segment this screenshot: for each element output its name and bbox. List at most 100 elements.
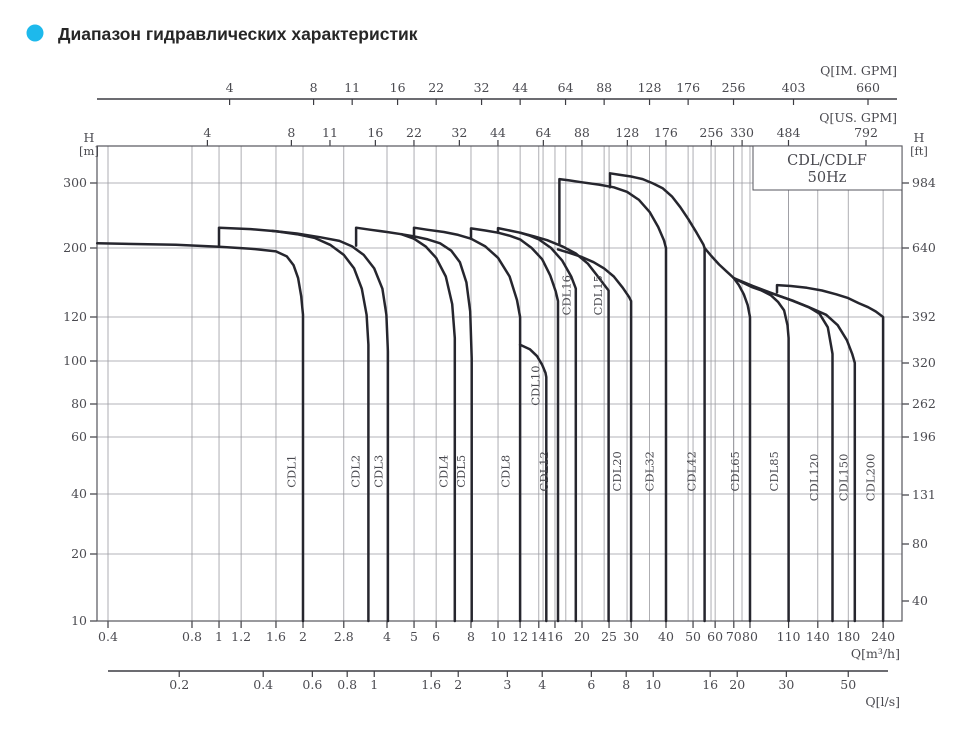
- ls-tick-label: 8: [622, 677, 630, 692]
- m3h-tick-label: 14: [531, 629, 547, 644]
- im-gpm-tick-label: 660: [856, 80, 880, 95]
- head-m-tick-label: 40: [71, 486, 87, 501]
- us-gpm-tick-label: 4: [203, 125, 211, 140]
- plot-frame: [96, 145, 903, 622]
- legend-line2: 50Hz: [808, 170, 847, 186]
- m3h-tick-label: 12: [512, 629, 528, 644]
- pump-label-CDL120: CDL120: [807, 454, 821, 502]
- pump-curve-CDL8: [412, 226, 522, 623]
- ls-tick-label: 1: [370, 677, 378, 692]
- us-gpm-tick-label: 64: [535, 125, 551, 140]
- us-gpm-tick-label: 88: [574, 125, 590, 140]
- m3h-tick-label: 4: [383, 629, 391, 644]
- us-gpm-tick-label: 484: [777, 125, 801, 140]
- us-gpm-tick-label: 22: [406, 125, 422, 140]
- m3h-tick-label: 8: [467, 629, 475, 644]
- head-ft-tick-label: 196: [912, 429, 936, 444]
- pump-curve-CDL200: [775, 283, 885, 623]
- us-gpm-tick-label: 792: [854, 125, 878, 140]
- header-svg: Диапазон гидравлических характеристик: [26, 24, 418, 44]
- ls-tick-label: 0.4: [253, 677, 273, 692]
- m3h-tick-label: 1: [215, 629, 223, 644]
- head-ft-tick-label: 262: [912, 396, 936, 411]
- ls-tick-label: 1.6: [421, 677, 441, 692]
- pump-label-CDL4: CDL4: [437, 455, 451, 488]
- im-gpm-tick-label: 128: [638, 80, 662, 95]
- m3h-tick-label: 180: [836, 629, 860, 644]
- m3h-tick-label: 5: [410, 629, 418, 644]
- pump-label-CDL3: CDL3: [371, 455, 385, 488]
- im-gpm-tick-label: 64: [558, 80, 574, 95]
- im-gpm-tick-label: 4: [226, 80, 234, 95]
- m3h-tick-label: 16: [547, 629, 563, 644]
- m3h-tick-label: 0.8: [182, 629, 202, 644]
- pump-label-CDL16: CDL16: [560, 275, 574, 315]
- legend-box: CDL/CDLF 50Hz: [752, 145, 903, 191]
- us-gpm-tick-label: 11: [322, 125, 338, 140]
- m3h-tick-label: 0.4: [98, 629, 118, 644]
- pump-label-CDL42: CDL42: [684, 451, 698, 491]
- pump-label-CDL15: CDL15: [591, 275, 605, 315]
- ls-tick-label: 50: [840, 677, 856, 692]
- pump-label-CDL200: CDL200: [864, 454, 878, 502]
- im-gpm-tick-label: 44: [512, 80, 528, 95]
- us-gpm-tick-label: 330: [730, 125, 754, 140]
- head-m-tick-label: 20: [71, 546, 87, 561]
- ls-tick-label: 4: [538, 677, 546, 692]
- pump-curve-CDL16: [496, 226, 578, 623]
- im-gpm-tick-label: 88: [596, 80, 612, 95]
- m3h-tick-label: 140: [806, 629, 830, 644]
- us-gpm-axis-caption: Q[US. GPM]: [819, 110, 897, 125]
- im-gpm-tick-label: 256: [722, 80, 746, 95]
- page-title: Диапазон гидравлических характеристик: [58, 24, 418, 44]
- head-ft-tick-label: 40: [912, 593, 928, 608]
- left-head-axis-caption: H: [84, 130, 95, 145]
- us-gpm-tick-label: 128: [615, 125, 639, 140]
- ls-tick-label: 3: [503, 677, 511, 692]
- us-gpm-tick-label: 16: [367, 125, 383, 140]
- pump-curve-CDL4: [354, 226, 457, 623]
- legend-line1: CDL/CDLF: [787, 153, 867, 169]
- bullet-icon: [26, 24, 44, 42]
- pump-label-CDL85: CDL85: [767, 451, 781, 491]
- m3h-axis-caption: Q[m³/h]: [851, 646, 900, 661]
- im-gpm-axis-caption: Q[IM. GPM]: [820, 63, 897, 78]
- ls-tick-label: 16: [702, 677, 718, 692]
- pump-label-CDL1: CDL1: [285, 455, 299, 488]
- ls-tick-label: 10: [645, 677, 661, 692]
- m3h-tick-label: 1.6: [266, 629, 286, 644]
- pump-curve-CDL1: [95, 242, 305, 623]
- pump-curve-CDL150: [732, 276, 857, 623]
- left-head-axis-unit: [m]: [79, 144, 99, 158]
- head-m-tick-label: 60: [71, 429, 87, 444]
- pump-label-CDL8: CDL8: [499, 455, 513, 488]
- ls-axis-caption: Q[l/s]: [865, 694, 900, 709]
- head-ft-tick-label: 320: [912, 355, 936, 370]
- pump-label-CDL2: CDL2: [349, 455, 363, 488]
- pump-curve-CDL10: [518, 343, 548, 623]
- pump-label-CDL10: CDL10: [529, 365, 543, 405]
- right-head-axis-unit: [ft]: [910, 144, 928, 158]
- m3h-tick-label: 6: [432, 629, 440, 644]
- head-ft-tick-label: 984: [912, 175, 936, 190]
- pump-curves-layer: [95, 172, 885, 623]
- ls-tick-label: 0.2: [169, 677, 189, 692]
- m3h-tick-label: 50: [685, 629, 701, 644]
- m3h-tick-label: 2: [299, 629, 307, 644]
- head-ft-tick-label: 640: [912, 240, 936, 255]
- pump-label-CDL65: CDL65: [728, 451, 742, 491]
- im-gpm-tick-label: 32: [474, 80, 490, 95]
- m3h-tick-label: 40: [658, 629, 674, 644]
- m3h-tick-label: 240: [871, 629, 895, 644]
- head-ft-tick-label: 392: [912, 309, 936, 324]
- pump-label-CDL32: CDL32: [643, 451, 657, 491]
- pump-label-CDL12: CDL12: [537, 451, 551, 491]
- us-gpm-tick-label: 256: [699, 125, 723, 140]
- m3h-tick-label: 1.2: [231, 629, 251, 644]
- m3h-tick-label: 30: [623, 629, 639, 644]
- us-gpm-tick-label: 32: [451, 125, 467, 140]
- im-gpm-tick-label: 16: [390, 80, 406, 95]
- us-gpm-tick-label: 8: [287, 125, 295, 140]
